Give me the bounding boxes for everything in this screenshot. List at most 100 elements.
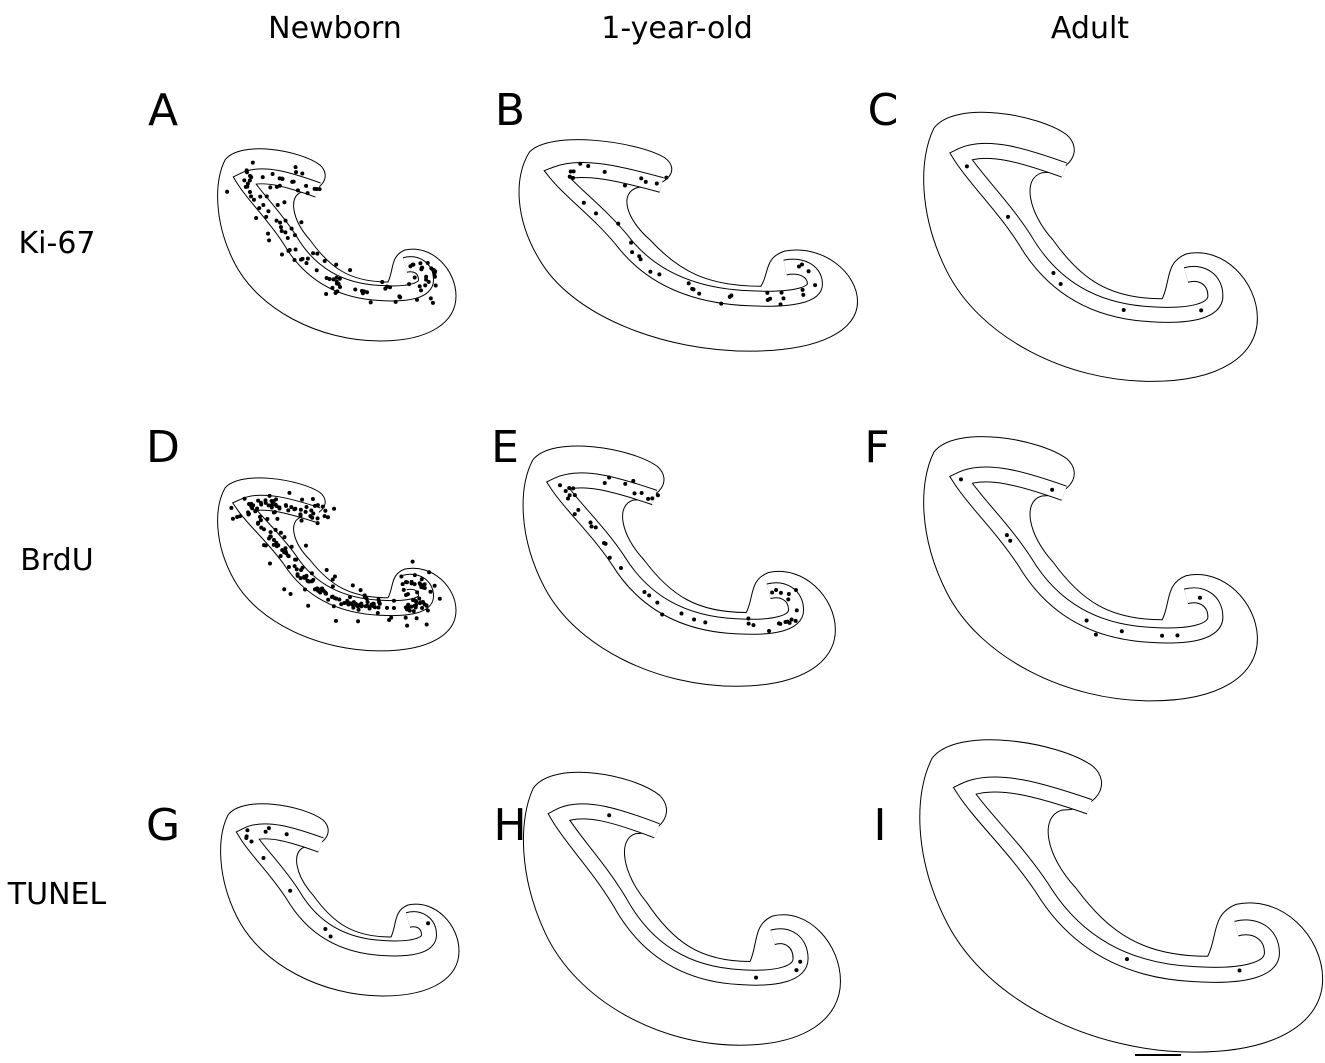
cell-dot	[231, 517, 235, 521]
cell-dot	[306, 191, 310, 195]
cell-dot	[353, 288, 357, 292]
cell-dot	[293, 564, 297, 568]
cell-dot	[420, 606, 424, 610]
cell-dot	[1125, 957, 1129, 961]
cell-dot	[248, 174, 252, 178]
cell-dot	[293, 233, 297, 237]
panel-letter: H	[493, 800, 526, 851]
cell-dot	[306, 604, 310, 608]
cell-dot	[1238, 968, 1242, 972]
cell-dot	[392, 599, 396, 603]
cell-dot	[311, 512, 315, 516]
cell-dot	[424, 275, 428, 279]
cell-dot	[419, 583, 423, 587]
cell-dot	[573, 512, 577, 516]
cell-dot	[368, 606, 372, 610]
cell-dot	[807, 269, 811, 273]
cell-dot	[315, 187, 319, 191]
cell-dot	[268, 562, 272, 566]
cell-dot	[249, 194, 253, 198]
cell-dot	[311, 251, 315, 255]
cell-dot	[779, 591, 783, 595]
cell-dot	[767, 629, 771, 633]
cell-dot	[315, 252, 319, 256]
cell-dot	[373, 605, 377, 609]
cell-dot	[646, 497, 650, 501]
cell-dot	[567, 486, 571, 490]
cell-dot	[292, 507, 296, 511]
cell-dot	[413, 573, 417, 577]
cell-dot	[423, 582, 427, 586]
cell-dot	[657, 272, 661, 276]
column-header: Newborn	[268, 11, 402, 46]
cell-dot	[265, 517, 269, 521]
cell-dot	[801, 288, 805, 292]
cell-dot	[331, 595, 335, 599]
cell-dot	[354, 602, 358, 606]
cell-dot	[266, 232, 270, 236]
cell-dot	[299, 220, 303, 224]
cell-dot	[332, 507, 336, 511]
cell-dot	[294, 165, 298, 169]
panel-letter: B	[495, 85, 525, 136]
cell-dot	[794, 968, 798, 972]
cell-dot	[325, 568, 329, 572]
cell-dot	[304, 184, 308, 188]
cell-dot	[377, 606, 381, 610]
cell-dot	[765, 291, 769, 295]
cell-dot	[420, 266, 424, 270]
cell-dot	[301, 566, 305, 570]
cell-dot	[296, 188, 300, 192]
cell-dot	[304, 505, 308, 509]
row-label: Ki-67	[18, 226, 95, 261]
cell-dot	[644, 180, 648, 184]
cell-dot	[586, 164, 590, 168]
cell-dot	[316, 521, 320, 525]
cell-dot	[655, 601, 659, 605]
cell-dot	[300, 519, 304, 523]
cell-dot	[292, 180, 296, 184]
cell-dot	[323, 259, 327, 263]
cell-dot	[271, 172, 275, 176]
cell-dot	[329, 934, 333, 938]
cell-dot	[594, 211, 598, 215]
column-header: 1-year-old	[601, 11, 753, 46]
cell-dot	[334, 263, 338, 267]
cell-dot	[424, 603, 428, 607]
cell-dot	[363, 594, 367, 598]
cell-dot	[293, 558, 297, 562]
cell-dot	[324, 592, 328, 596]
cell-dot	[415, 590, 419, 594]
figure: Newborn 1-year-old Adult Ki-67 BrdU TUNE…	[0, 0, 1325, 1063]
cell-dot	[366, 600, 370, 604]
cell-dot	[578, 162, 582, 166]
column-header: Adult	[1051, 11, 1129, 46]
cell-dot	[427, 570, 431, 574]
cell-dot	[965, 164, 969, 168]
cell-dot	[639, 176, 643, 180]
cell-dot	[640, 491, 644, 495]
cell-dot	[405, 624, 409, 628]
cell-dot	[288, 248, 292, 252]
panel-letter: F	[864, 422, 889, 473]
cell-dot	[225, 190, 229, 194]
cell-dot	[778, 622, 782, 626]
cell-dot	[1160, 634, 1164, 638]
cell-dot	[1085, 619, 1089, 623]
cell-dot	[316, 516, 320, 520]
cell-dot	[330, 286, 334, 290]
cell-dot	[351, 583, 355, 587]
cell-dot	[253, 509, 257, 513]
cell-dot	[261, 203, 265, 207]
cell-dot	[245, 828, 249, 832]
cell-dot	[263, 498, 267, 502]
cell-dot	[280, 229, 284, 233]
cell-dot	[294, 248, 298, 252]
cell-dot	[369, 300, 373, 304]
cell-dot	[299, 508, 303, 512]
cell-dot	[399, 575, 403, 579]
cell-dot	[414, 603, 418, 607]
cell-dot	[238, 514, 242, 518]
cell-dot	[248, 190, 252, 194]
cell-dot	[262, 543, 266, 547]
